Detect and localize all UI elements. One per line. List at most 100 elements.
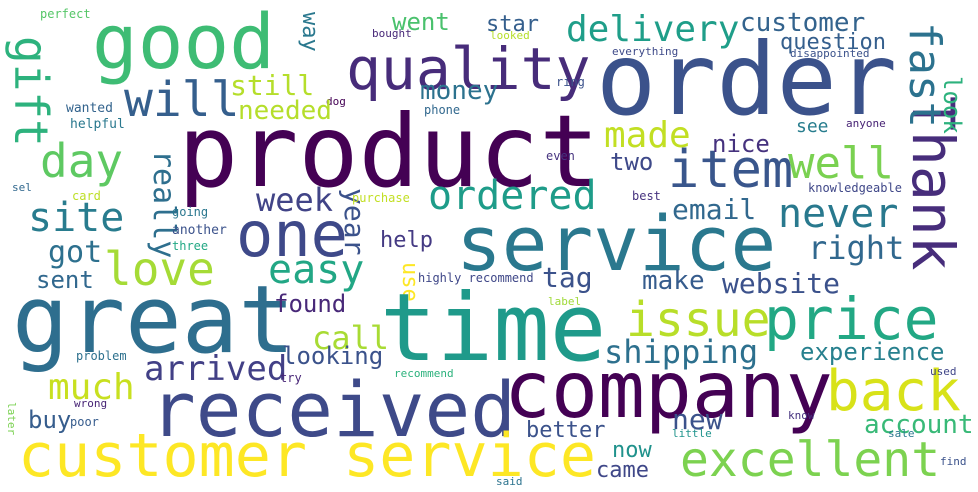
word-look: look <box>938 76 966 134</box>
word-wrong: wrong <box>74 397 108 410</box>
word-back: back <box>826 359 961 424</box>
word-delivery: delivery <box>566 9 740 50</box>
word-service: service <box>456 199 777 288</box>
word-try: try <box>280 371 302 385</box>
word-going: going <box>172 205 209 219</box>
word-poor: poor <box>70 415 99 429</box>
word-even: even <box>546 149 575 163</box>
word-problem: problem <box>76 349 127 363</box>
word-help: help <box>380 228 433 253</box>
word-little: little <box>672 427 712 440</box>
word-received: received <box>150 365 517 454</box>
word-week: week <box>256 181 334 219</box>
word-disappointed: disappointed <box>790 47 870 60</box>
word-question: question <box>780 30 886 55</box>
word-perfect: perfect <box>40 7 91 21</box>
word-found: found <box>274 290 347 318</box>
word-bought: bought <box>372 27 412 40</box>
word-call: call <box>312 319 390 357</box>
word-price: price <box>764 285 939 353</box>
word-label: label <box>548 295 582 308</box>
word-really: really <box>146 150 181 259</box>
word-anyone: anyone <box>846 117 886 130</box>
word-item: item <box>668 140 794 200</box>
word-excellent: excellent <box>680 432 941 488</box>
word-new: new <box>672 403 723 436</box>
word-issue: issue <box>626 292 771 348</box>
word-great: great <box>12 266 295 375</box>
word-Thank: Thank <box>899 96 967 271</box>
word-went: went <box>392 8 450 36</box>
word-easy: easy <box>268 247 365 293</box>
word-later: later <box>5 402 18 436</box>
word-order: order <box>596 21 898 138</box>
word-still: still <box>230 69 315 102</box>
word-time: time <box>380 274 607 383</box>
word-now: now <box>612 438 652 463</box>
word-product: product <box>178 93 600 210</box>
word-money: money <box>420 76 499 106</box>
word-dog: dog <box>326 95 346 108</box>
word-card: card <box>72 189 101 203</box>
word-way: way <box>297 12 322 52</box>
word-wanted: wanted <box>66 101 113 116</box>
word-sel: sel <box>12 181 32 194</box>
word-ring: ring <box>556 75 585 89</box>
word-email: email <box>672 193 757 226</box>
word-needed: needed <box>238 96 332 126</box>
word-sent: sent <box>36 266 94 294</box>
word-use: use <box>397 262 422 302</box>
word-experience: experience <box>800 338 945 366</box>
word-know: know <box>788 409 815 422</box>
word-ordered: ordered <box>428 173 597 219</box>
word-website: website <box>722 267 841 300</box>
word-gift: gift <box>4 36 58 147</box>
word-year: year <box>338 188 371 256</box>
word-much: much <box>48 367 135 408</box>
word-knowledgeable: knowledgeable <box>808 181 902 195</box>
word-make: make <box>642 266 705 296</box>
word-two: two <box>610 148 654 176</box>
word-recommend: recommend <box>394 367 454 380</box>
word-customer-service: customer service <box>18 421 596 491</box>
word-well: well <box>788 138 894 189</box>
word-love: love <box>104 242 215 296</box>
word-customer: customer <box>740 8 866 38</box>
word-account: account <box>864 410 974 440</box>
word-another: another <box>172 223 227 238</box>
word-better: better <box>526 418 606 443</box>
word-used: used <box>930 365 957 378</box>
word-best: best <box>632 189 661 203</box>
word-star: star <box>486 12 539 37</box>
word-see: see <box>796 116 829 137</box>
word-everything: everything <box>612 45 679 58</box>
word-fast: fast <box>899 22 950 128</box>
word-came: came <box>596 458 649 483</box>
word-site: site <box>28 195 125 241</box>
word-got: got <box>48 235 103 270</box>
word-arrived: arrived <box>144 349 288 389</box>
word-said: said <box>496 475 523 488</box>
word-looked: looked <box>490 29 530 42</box>
word-helpful: helpful <box>70 117 125 132</box>
word-good: good <box>92 0 276 86</box>
word-will: will <box>124 72 240 128</box>
word-looking: looking <box>282 342 384 370</box>
word-shipping: shipping <box>604 333 759 371</box>
word-nice: nice <box>712 130 770 158</box>
word-sale: sale <box>888 427 915 440</box>
word-buy: buy <box>28 406 72 434</box>
word-phone: phone <box>424 103 461 117</box>
word-one: one <box>236 198 348 271</box>
word-never: never <box>778 191 899 237</box>
word-day: day <box>40 134 124 188</box>
word-right: right <box>808 229 905 267</box>
word-company: company <box>504 346 833 436</box>
word-quality: quality <box>346 35 591 103</box>
word-highly-recommend: highly recommend <box>418 271 534 285</box>
word-three: three <box>172 239 209 253</box>
word-tag: tag <box>542 261 593 294</box>
word-made: made <box>604 115 691 156</box>
word-find: find <box>940 455 967 468</box>
